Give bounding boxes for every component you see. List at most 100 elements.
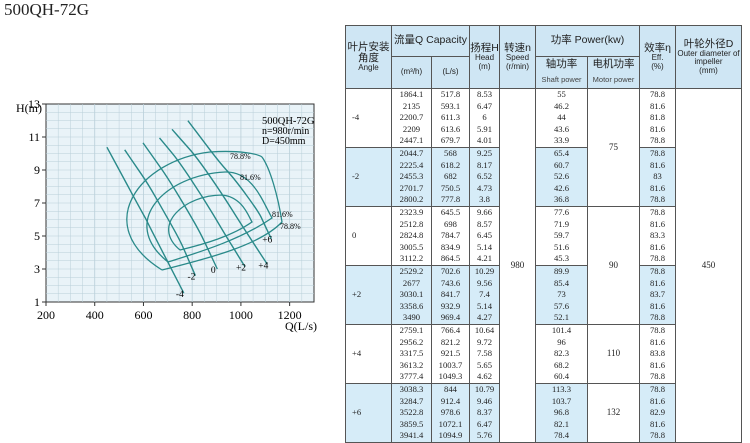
angle-cell: +4	[345, 324, 392, 384]
q-m3h-cell: 1864.1 2135 2200.7 2209 2447.1	[391, 88, 432, 148]
x-tick-label: 1200	[278, 308, 302, 322]
x-tick-label: 200	[37, 308, 55, 322]
header-head: 扬程H Head (m)	[469, 25, 500, 89]
x-tick-label: 800	[183, 308, 201, 322]
angle-curves	[106, 120, 272, 294]
motor-power-cell: 90	[587, 206, 640, 325]
performance-table: 叶片安装角度 Angle 流量Q Capacity 扬程H Head (m) 转速n S…	[345, 25, 742, 443]
angle-label: +6	[262, 236, 272, 246]
diameter-cell: 450	[675, 88, 742, 443]
q-ls-cell: 568 618.2 682 750.5 777.8	[431, 147, 470, 207]
angle-label: +2	[236, 264, 246, 274]
y-tick-label: 11	[28, 130, 40, 144]
angle-cell: -4	[345, 88, 392, 148]
angle-cell: 0	[345, 206, 392, 266]
header-q-ls: (L/s)	[431, 56, 470, 89]
y-tick-label: 13	[28, 97, 40, 111]
shaft-power-cell: 89.9 85.4 73 57.6 52.1	[535, 265, 588, 325]
efficiency-curve-78-8	[126, 150, 283, 271]
header-angle: 叶片安装角度 Angle	[345, 25, 392, 89]
angle-curve-m2	[124, 149, 197, 276]
header-shaft-power: 轴功率 Shaft power	[535, 56, 588, 89]
table-row: +2 2529.2 2677 3030.1 3358.6 3490 702.6 743.6 84…	[345, 265, 742, 325]
shaft-power-cell: 55 46.2 44 43.6 33.9	[535, 88, 588, 148]
chart-note-diameter: D=450mm	[262, 136, 306, 147]
efficiency-curves	[126, 150, 283, 271]
y-tick-label: 9	[34, 163, 40, 177]
head-cell: 10.79 9.46 8.37 6.47 5.76	[469, 383, 500, 443]
header-efficiency: 效率η Eff. (%)	[639, 25, 676, 89]
angle-curve-0	[142, 142, 218, 270]
table-row: +4 2759.1 2956.2 3317.5 3613.2 3777.4 766.4 821…	[345, 324, 742, 384]
angle-labels: -4-2 0 +2 +4 +6	[176, 236, 273, 300]
angle-label: -2	[187, 273, 195, 283]
y-tick-label: 5	[34, 229, 40, 243]
angle-curve-p6	[187, 120, 272, 240]
q-ls-cell: 702.6 743.6 841.7 932.9 969.4	[431, 265, 470, 325]
angle-curve-p4	[171, 128, 268, 265]
chart-note-speed: n=980r/min	[262, 126, 309, 137]
angle-label: +4	[258, 261, 268, 271]
header-capacity: 流量Q Capacity	[391, 25, 470, 57]
eff-label-4: 78.8%	[280, 222, 301, 231]
speed-cell: 980	[499, 88, 536, 443]
head-cell: 9.25 8.17 6.52 4.73 3.8	[469, 147, 500, 207]
head-cell: 9.66 8.57 6.45 5.14 4.21	[469, 206, 500, 266]
q-ls-cell: 517.8 593.1 611.3 613.6 679.7	[431, 88, 470, 148]
shaft-power-cell: 65.4 60.7 52.6 42.6 36.8	[535, 147, 588, 207]
shaft-power-cell: 101.4 96 82.3 68.2 60.4	[535, 324, 588, 384]
q-ls-cell: 844 912.4 978.6 1072.1 1094.9	[431, 383, 470, 443]
x-tick-label: 400	[86, 308, 104, 322]
x-axis-ticks: 200 400 600 800 1000 1200	[37, 302, 302, 322]
q-m3h-cell: 2759.1 2956.2 3317.5 3613.2 3777.4	[391, 324, 432, 384]
eff-label-2: 81.6%	[240, 173, 261, 182]
header-power: 功率 Power(kw)	[535, 25, 640, 57]
angle-cell: +6	[345, 383, 392, 443]
angle-curve-p2	[158, 137, 246, 268]
angle-cell: -2	[345, 147, 392, 207]
efficiency-cell: 78.8 81.6 82.9 81.6 78.8	[639, 383, 676, 443]
q-m3h-cell: 3038.3 3284.7 3522.8 3859.5 3941.4	[391, 383, 432, 443]
angle-curve-m4	[106, 146, 185, 294]
shaft-power-cell: 77.6 71.9 59.7 51.6 45.3	[535, 206, 588, 266]
model-title: 500QH-72G	[4, 0, 89, 19]
table-row: -4 1864.1 2135 2200.7 2209 2447.1 517.8 593.1 61…	[345, 88, 742, 443]
x-axis-label: Q(L/s)	[285, 319, 317, 333]
eff-label-1: 78.8%	[230, 152, 251, 161]
q-m3h-cell: 2529.2 2677 3030.1 3358.6 3490	[391, 265, 432, 325]
motor-power-cell: 132	[587, 383, 640, 443]
header-motor-power: 电机功率 Motor power	[587, 56, 640, 89]
motor-power-cell: 75	[587, 88, 640, 207]
head-cell: 8.53 6.47 6 5.91 4.01	[469, 88, 500, 148]
q-m3h-cell: 2323.9 2512.8 2824.8 3005.5 3112.2	[391, 206, 432, 266]
efficiency-curve-83	[168, 194, 253, 251]
x-tick-label: 1000	[229, 308, 253, 322]
y-tick-label: 3	[34, 262, 40, 276]
header-speed: 转速n Speed (r/min)	[499, 25, 536, 89]
efficiency-cell: 78.8 81.6 83.3 81.6 78.8	[639, 206, 676, 266]
angle-label: 0	[211, 266, 216, 276]
table-row: 0 2323.9 2512.8 2824.8 3005.5 3112.2 645.5 698 7…	[345, 206, 742, 325]
q-m3h-cell: 2044.7 2225.4 2455.3 2701.7 2800.2	[391, 147, 432, 207]
efficiency-cell: 78.8 81.6 83 81.6 78.8	[639, 147, 676, 207]
shaft-power-cell: 113.3 103.7 96.8 82.1 78.4	[535, 383, 588, 443]
q-ls-cell: 766.4 821.2 921.5 1003.7 1049.3	[431, 324, 470, 384]
efficiency-cell: 78.8 81.6 83.7 81.6 78.8	[639, 265, 676, 325]
efficiency-cell: 78.8 81.6 83.8 81.6 78.8	[639, 324, 676, 384]
y-axis-label: H(m)	[16, 101, 42, 115]
head-cell: 10.29 9.56 7.4 5.14 4.27	[469, 265, 500, 325]
chart-note-model: 500QH-72G	[262, 116, 315, 127]
grid-lines	[46, 104, 314, 302]
angle-label: -4	[176, 290, 184, 300]
eff-label-3: 81.6%	[272, 210, 293, 219]
angle-cell: +2	[345, 265, 392, 325]
y-tick-label: 1	[34, 295, 40, 309]
efficiency-cell: 78.8 81.6 81.8 81.6 78.8	[639, 88, 676, 148]
table-row: -2 2044.7 2225.4 2455.3 2701.7 2800.2 568 618.2…	[345, 147, 742, 207]
x-tick-label: 600	[134, 308, 152, 322]
head-cell: 10.64 9.72 7.58 5.65 4.62	[469, 324, 500, 384]
motor-power-cell: 110	[587, 324, 640, 384]
q-ls-cell: 645.5 698 784.7 834.9 864.5	[431, 206, 470, 266]
